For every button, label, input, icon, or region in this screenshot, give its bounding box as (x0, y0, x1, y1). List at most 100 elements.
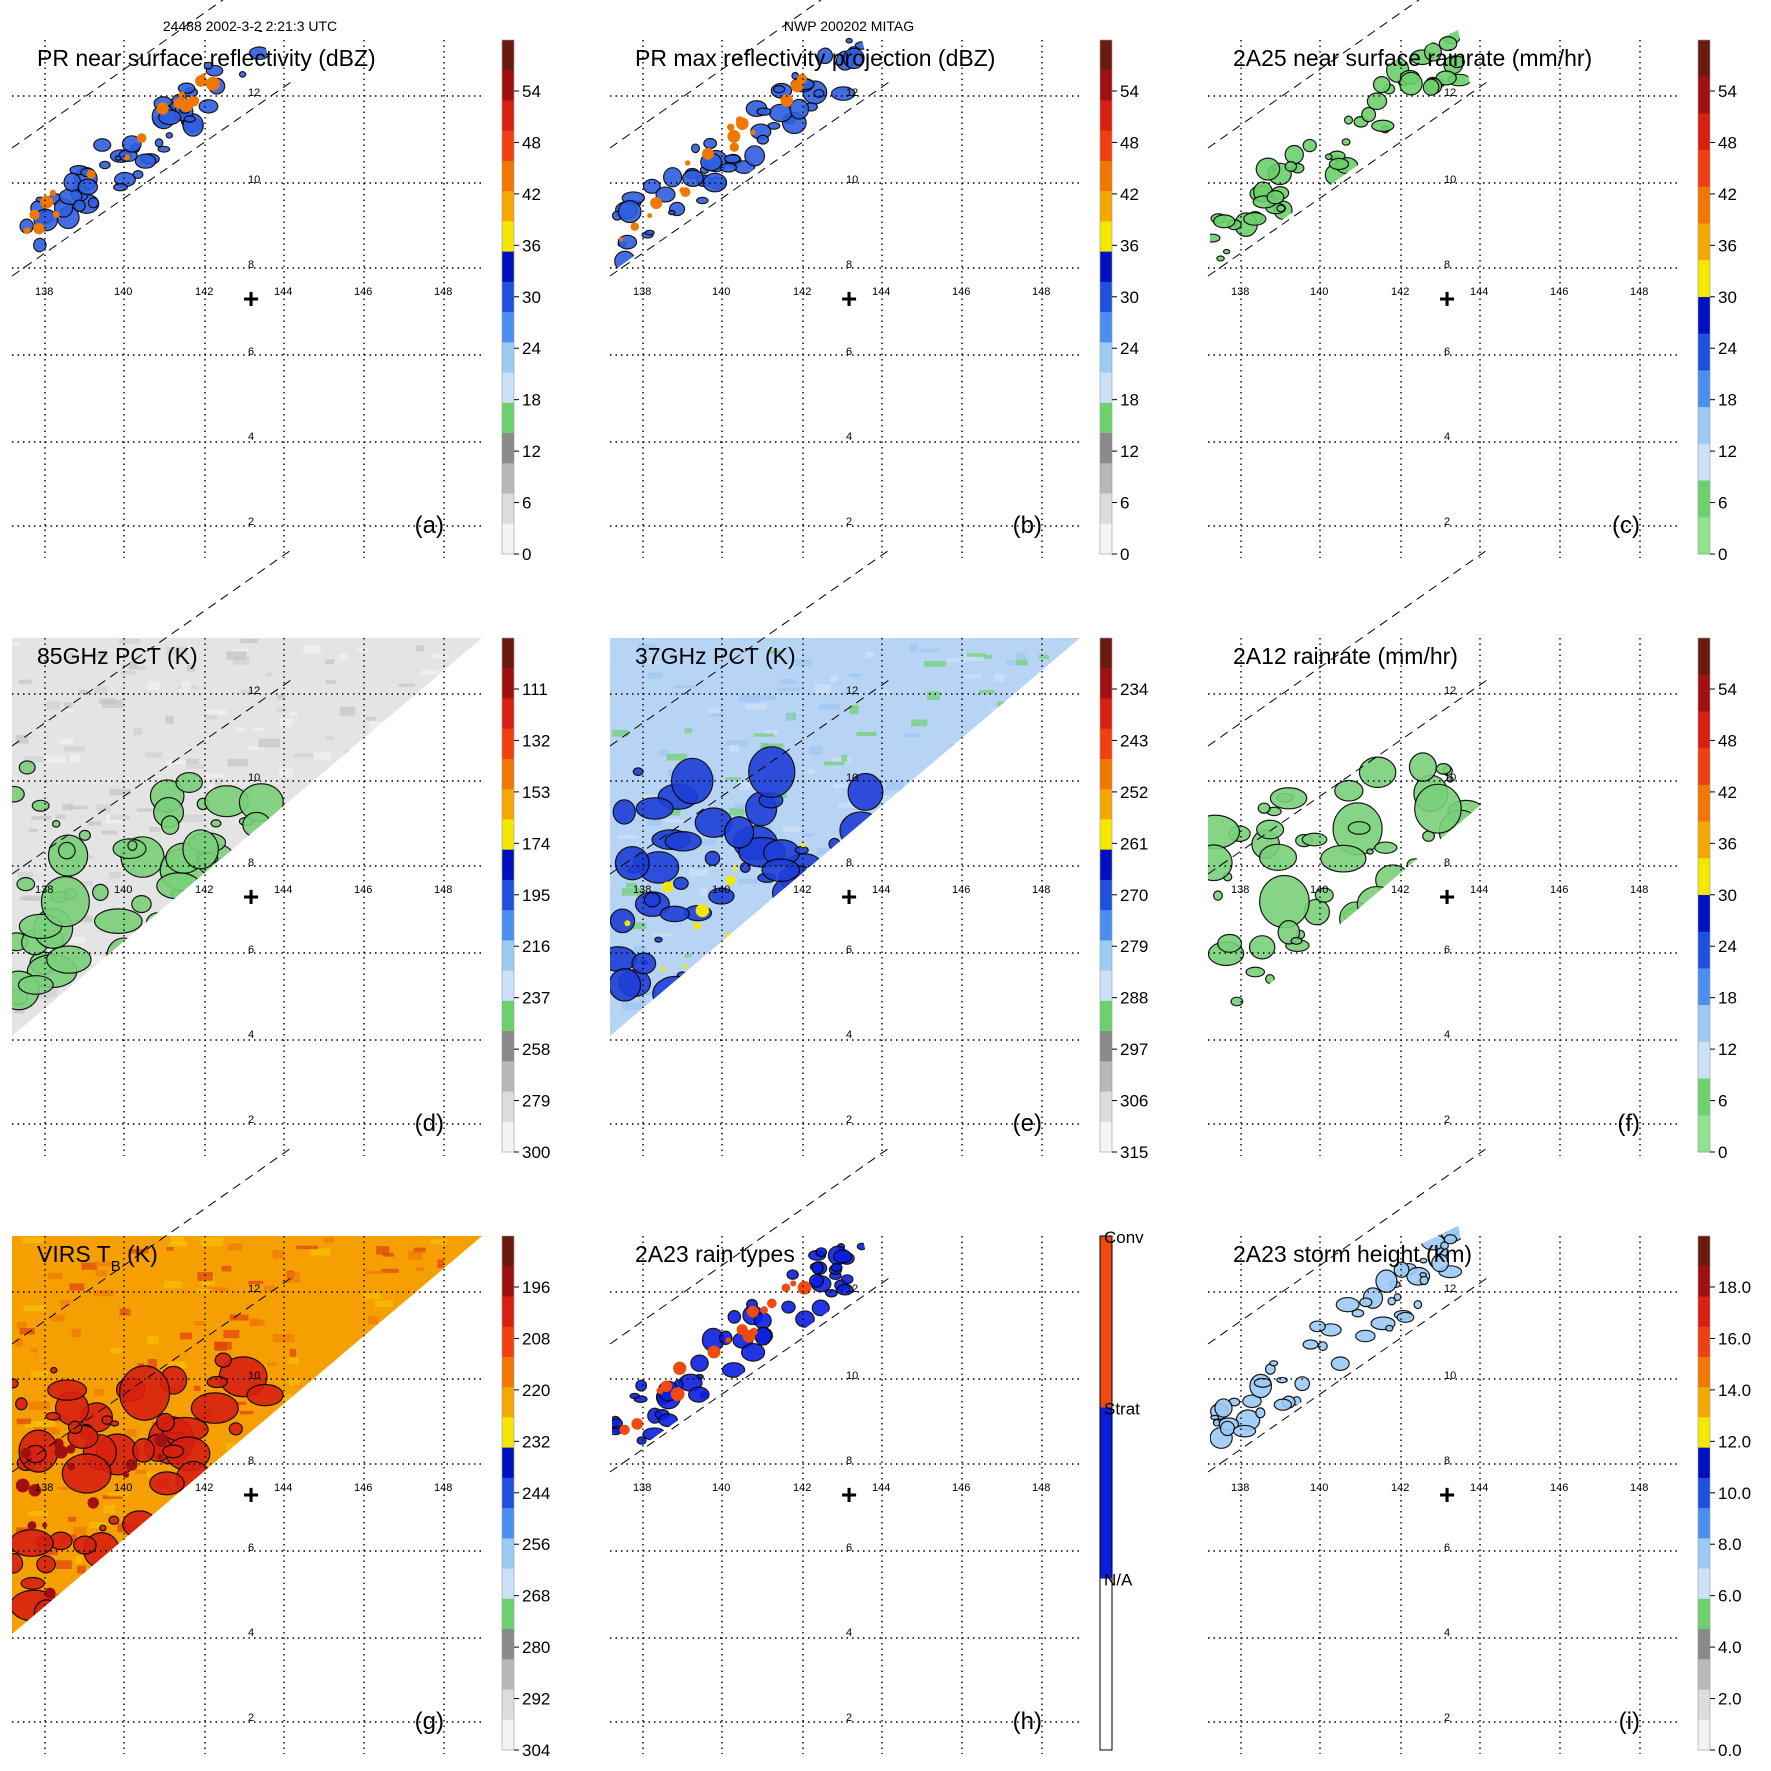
colorbar-segment (502, 1266, 514, 1297)
colorbar-segment (1100, 402, 1112, 434)
panel-d-swath-edge-inner (11, 677, 295, 875)
colorbar-segment (1100, 879, 1112, 911)
colorbar-tick-label: 36 (522, 236, 541, 255)
colorbar-segment (1698, 1538, 1710, 1570)
colorbar-segment (502, 1417, 514, 1449)
panel-d-lat-tick: 2 (248, 1114, 254, 1126)
colorbar-segment (502, 281, 514, 313)
panel-d-swath-edge-outer (11, 547, 295, 747)
panel-d-lon-tick: 138 (35, 884, 53, 896)
panel-f-lon-tick: 140 (1310, 884, 1328, 896)
panel-a-lon-tick: 140 (114, 286, 132, 298)
panel-a-swath-edge-inner (11, 79, 295, 277)
colorbar-segment (502, 70, 514, 101)
panel-i-lat-tick: 12 (1444, 1283, 1456, 1295)
colorbar-tick-label: 270 (1120, 886, 1148, 905)
colorbar-segment (1698, 150, 1710, 188)
colorbar-tick-label: 42 (1120, 185, 1139, 204)
colorbar-segment (502, 1689, 514, 1721)
colorbar-segment (1698, 1568, 1710, 1600)
panel-i-rain-cells (1210, 1226, 1466, 1449)
panel-h-storm-center-marker: + (841, 1479, 857, 1510)
panel-c-rain-cells (1210, 30, 1470, 262)
colorbar-segment (1100, 1578, 1112, 1750)
panel-f-lat-tick: 10 (1444, 772, 1456, 784)
panel-h-lat-tick: 2 (846, 1712, 852, 1724)
colorbar-tick-label: 280 (522, 1638, 550, 1657)
figure-header-left: 24488 2002-3-2 2:21:3 UTC (162, 18, 338, 34)
colorbar-tick-label: 195 (522, 886, 550, 905)
colorbar-tick-label: 279 (1120, 937, 1148, 956)
panel-h-lon-tick: 142 (793, 1482, 811, 1494)
colorbar-segment (1100, 789, 1112, 820)
colorbar-tick-label: 36 (1718, 834, 1737, 853)
colorbar-segment (1100, 100, 1112, 132)
colorbar-tick-label: 252 (1120, 783, 1148, 802)
panel-e-lon-tick: 144 (872, 884, 890, 896)
panel-f-lat-tick: 2 (1444, 1114, 1450, 1126)
panel-h-label: (h) (1013, 1708, 1042, 1735)
colorbar-segment (1100, 819, 1112, 851)
panel-f-lat-tick: 8 (1444, 857, 1450, 869)
colorbar-segment (1698, 1508, 1710, 1539)
panel-d-lat-tick: 4 (248, 1029, 254, 1041)
panel-a-lon-tick: 144 (274, 286, 292, 298)
colorbar-tick-label: 297 (1120, 1040, 1148, 1059)
colorbar-tick-label: 18 (1718, 989, 1737, 1008)
colorbar-tick-label: 18 (1718, 391, 1737, 410)
colorbar-segment (1698, 711, 1710, 749)
panel-i-swath-edge-outer (1207, 1145, 1491, 1345)
colorbar-tick-label: 304 (522, 1741, 550, 1760)
panel-e-swath-edge-inner (609, 677, 893, 875)
colorbar-segment (1100, 372, 1112, 404)
panel-b-lat-tick: 6 (846, 346, 852, 358)
colorbar-segment (1100, 40, 1112, 71)
colorbar-tick-label: 12 (1120, 442, 1139, 461)
colorbar-tick-label: 36 (1120, 236, 1139, 255)
panel-a-storm-center-marker: + (243, 283, 259, 314)
panel-g-colorbar: 196 208 220 232 244 256 268 280 292 304 (501, 1235, 550, 1760)
colorbar-segment (1698, 223, 1710, 261)
panel-h-lat-tick: 12 (846, 1283, 858, 1295)
colorbar-tick-label: 12 (1718, 442, 1737, 461)
panel-i-lat-tick: 2 (1444, 1712, 1450, 1724)
colorbar-segment (1698, 1689, 1710, 1721)
colorbar-segment (1698, 1115, 1710, 1153)
colorbar-segment (1100, 523, 1112, 555)
panel-e-lon-tick: 140 (712, 884, 730, 896)
colorbar-tick-label: 0.0 (1718, 1741, 1742, 1760)
panel-i-swath-edge-inner (1207, 1275, 1491, 1473)
panel-f-lon-tick: 144 (1470, 884, 1488, 896)
panel-h-lon-tick: 144 (872, 1482, 890, 1494)
colorbar-segment (1100, 1091, 1112, 1123)
panel-f-lat-tick: 12 (1444, 685, 1456, 697)
panel-g-lon-tick: 140 (114, 1482, 132, 1494)
colorbar-segment (502, 221, 514, 253)
colorbar-segment (502, 668, 514, 699)
colorbar-segment (1100, 160, 1112, 192)
panel-d-lon-tick: 144 (274, 884, 292, 896)
colorbar-segment (1698, 1417, 1710, 1449)
panel-e-colorbar: 234 243 252 261 270 279 288 297 306 315 (1099, 637, 1148, 1162)
panel-e-lon-tick: 142 (793, 884, 811, 896)
colorbar-segment (1698, 748, 1710, 786)
panel-c-lon-tick: 146 (1550, 286, 1568, 298)
colorbar-segment (502, 758, 514, 790)
colorbar-tick-label: 24 (1120, 339, 1139, 358)
panel-a-lat-tick: 4 (248, 431, 254, 443)
panel-a-lat-tick: 8 (248, 259, 254, 271)
panel-h-lon-tick: 146 (952, 1482, 970, 1494)
colorbar-segment (1698, 1356, 1710, 1388)
colorbar-segment (502, 879, 514, 911)
colorbar-segment (1100, 463, 1112, 495)
colorbar-segment (502, 728, 514, 760)
panel-h-lon-tick: 148 (1032, 1482, 1050, 1494)
panel-g-lon-tick: 146 (354, 1482, 372, 1494)
colorbar-segment (502, 100, 514, 132)
colorbar-category-label: N/A (1104, 1571, 1133, 1590)
colorbar-tick-label: 288 (1120, 989, 1148, 1008)
panel-c-lat-tick: 10 (1444, 174, 1456, 186)
colorbar-segment (502, 910, 514, 941)
colorbar-tick-label: 54 (1120, 82, 1139, 101)
colorbar-tick-label: 220 (522, 1381, 550, 1400)
